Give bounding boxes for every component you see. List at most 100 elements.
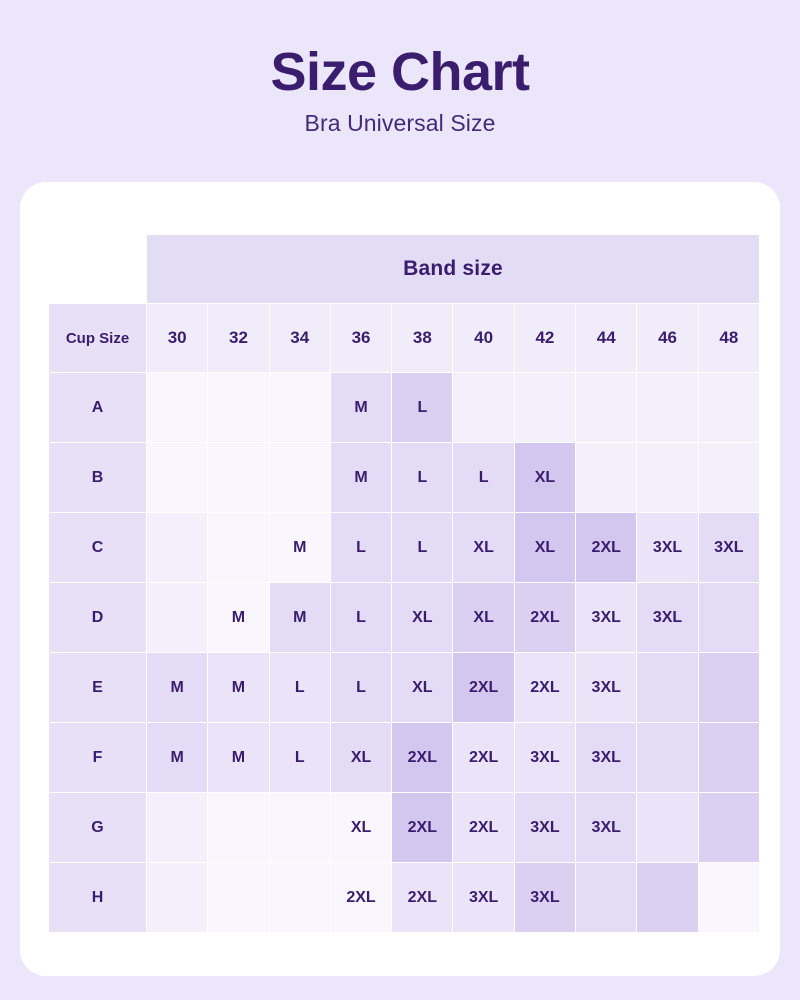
table-head: Band size Cup Size 30 32 34 36 38 40 42 44 46 48 xyxy=(49,235,760,372)
size-cell-D-34: M xyxy=(269,583,330,652)
cup-size-label-F: F xyxy=(49,723,146,792)
table-row: G XL 2XL 2XL 3XL 3XL xyxy=(49,793,760,862)
size-cell-G-42: 3XL xyxy=(514,793,576,862)
size-cell-G-30 xyxy=(147,793,208,862)
size-cell-G-38: 2XL xyxy=(392,793,453,862)
column-header-row: Cup Size 30 32 34 36 38 40 42 44 46 48 xyxy=(49,304,760,372)
size-cell-C-46: 3XL xyxy=(637,513,698,582)
table-row: B M L L XL xyxy=(49,443,760,512)
size-cell-D-46: 3XL xyxy=(637,583,698,652)
size-cell-F-40: 2XL xyxy=(453,723,514,792)
size-cell-E-46 xyxy=(637,653,698,722)
size-cell-D-32: M xyxy=(208,583,269,652)
size-cell-E-34: L xyxy=(269,653,330,722)
size-cell-G-48 xyxy=(698,793,760,862)
size-cell-H-30 xyxy=(147,863,208,932)
band-size-col-30: 30 xyxy=(147,304,208,372)
size-table: Band size Cup Size 30 32 34 36 38 40 42 44 46 48 … xyxy=(48,234,760,933)
size-cell-C-36: L xyxy=(330,513,392,582)
size-cell-D-38: XL xyxy=(392,583,453,652)
size-cell-G-32 xyxy=(208,793,269,862)
size-cell-E-36: L xyxy=(330,653,392,722)
size-cell-F-44: 3XL xyxy=(576,723,637,792)
cup-size-label-G: G xyxy=(49,793,146,862)
band-size-col-36: 36 xyxy=(330,304,392,372)
table-row: C M L L XL XL 2XL 3XL 3XL xyxy=(49,513,760,582)
size-cell-B-42: XL xyxy=(514,443,576,512)
size-cell-D-42: 2XL xyxy=(514,583,576,652)
size-cell-A-32 xyxy=(208,373,269,442)
size-cell-D-40: XL xyxy=(453,583,514,652)
size-cell-E-42: 2XL xyxy=(514,653,576,722)
corner-blank-cell xyxy=(49,235,146,303)
size-cell-G-46 xyxy=(637,793,698,862)
size-cell-B-46 xyxy=(637,443,698,512)
cup-size-header: Cup Size xyxy=(49,304,146,372)
band-header-row: Band size xyxy=(49,235,760,303)
size-cell-F-46 xyxy=(637,723,698,792)
size-cell-F-30: M xyxy=(147,723,208,792)
table-row: H 2XL 2XL 3XL 3XL xyxy=(49,863,760,932)
table-row: D M M L XL XL 2XL 3XL 3XL xyxy=(49,583,760,652)
size-cell-H-48 xyxy=(698,863,760,932)
size-cell-E-38: XL xyxy=(392,653,453,722)
size-cell-C-38: L xyxy=(392,513,453,582)
size-cell-B-48 xyxy=(698,443,760,512)
size-cell-E-40: 2XL xyxy=(453,653,514,722)
size-cell-A-48 xyxy=(698,373,760,442)
band-size-col-32: 32 xyxy=(208,304,269,372)
size-cell-H-40: 3XL xyxy=(453,863,514,932)
page-header: Size Chart Bra Universal Size xyxy=(0,0,800,137)
cup-size-label-D: D xyxy=(49,583,146,652)
size-cell-H-46 xyxy=(637,863,698,932)
table-row: F M M L XL 2XL 2XL 3XL 3XL xyxy=(49,723,760,792)
page-subtitle: Bra Universal Size xyxy=(304,110,496,137)
size-cell-E-32: M xyxy=(208,653,269,722)
size-cell-E-30: M xyxy=(147,653,208,722)
size-cell-F-32: M xyxy=(208,723,269,792)
size-cell-H-38: 2XL xyxy=(392,863,453,932)
band-size-header: Band size xyxy=(147,235,760,303)
size-cell-F-34: L xyxy=(269,723,330,792)
size-cell-B-40: L xyxy=(453,443,514,512)
band-size-col-34: 34 xyxy=(269,304,330,372)
size-cell-A-46 xyxy=(637,373,698,442)
size-cell-A-40 xyxy=(453,373,514,442)
size-cell-A-44 xyxy=(576,373,637,442)
cup-size-label-E: E xyxy=(49,653,146,722)
table-row: E M M L L XL 2XL 2XL 3XL xyxy=(49,653,760,722)
size-table-container: Band size Cup Size 30 32 34 36 38 40 42 44 46 48 … xyxy=(48,234,760,933)
size-cell-D-48 xyxy=(698,583,760,652)
cup-size-label-A: A xyxy=(49,373,146,442)
size-cell-B-36: M xyxy=(330,443,392,512)
size-cell-G-44: 3XL xyxy=(576,793,637,862)
size-cell-H-32 xyxy=(208,863,269,932)
size-cell-D-44: 3XL xyxy=(576,583,637,652)
size-cell-F-42: 3XL xyxy=(514,723,576,792)
cup-size-label-H: H xyxy=(49,863,146,932)
size-cell-A-36: M xyxy=(330,373,392,442)
page-title: Size Chart xyxy=(270,42,530,102)
size-cell-H-34 xyxy=(269,863,330,932)
size-cell-A-34 xyxy=(269,373,330,442)
band-size-col-48: 48 xyxy=(698,304,760,372)
cup-size-label-C: C xyxy=(49,513,146,582)
size-cell-G-34 xyxy=(269,793,330,862)
size-cell-B-34 xyxy=(269,443,330,512)
size-cell-H-36: 2XL xyxy=(330,863,392,932)
size-cell-C-30 xyxy=(147,513,208,582)
size-cell-C-34: M xyxy=(269,513,330,582)
size-cell-C-44: 2XL xyxy=(576,513,637,582)
size-cell-F-36: XL xyxy=(330,723,392,792)
size-cell-A-42 xyxy=(514,373,576,442)
size-cell-B-32 xyxy=(208,443,269,512)
size-cell-F-48 xyxy=(698,723,760,792)
size-cell-G-36: XL xyxy=(330,793,392,862)
size-cell-B-30 xyxy=(147,443,208,512)
table-body: A M L B M L L XL C M L L XL XL 2XL 3XL 3XL D M M L XL XL 2XL 3XL… xyxy=(49,373,760,932)
size-cell-C-32 xyxy=(208,513,269,582)
band-size-col-44: 44 xyxy=(576,304,637,372)
band-size-col-42: 42 xyxy=(514,304,576,372)
size-cell-E-48 xyxy=(698,653,760,722)
